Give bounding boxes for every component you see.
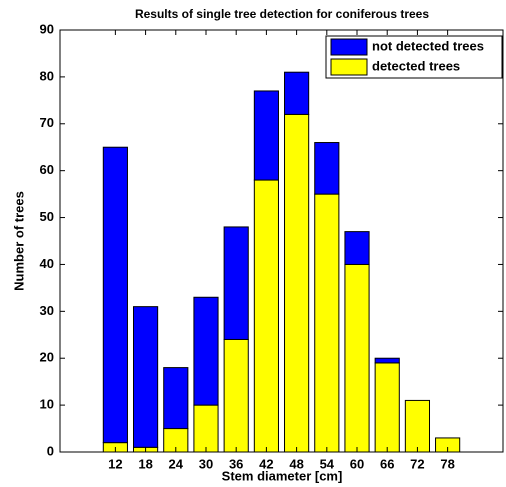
y-tick-label: 0 [47, 443, 54, 458]
y-tick-label: 60 [40, 162, 54, 177]
x-tick-label: 24 [169, 456, 184, 471]
bar [374, 357, 400, 364]
x-tick-label: 78 [440, 456, 454, 471]
x-tick-label: 54 [320, 456, 335, 471]
x-tick-label: 60 [350, 456, 364, 471]
y-tick-label: 90 [40, 21, 54, 36]
bar [404, 399, 431, 453]
legend-swatch [330, 58, 368, 76]
x-tick-label: 18 [138, 456, 152, 471]
bar [253, 90, 279, 181]
bar [193, 404, 219, 453]
x-tick-label: 30 [199, 456, 213, 471]
y-tick-label: 70 [40, 115, 54, 130]
x-tick-label: 36 [229, 456, 243, 471]
x-axis-label: Stem diameter [cm] [222, 468, 343, 483]
y-tick-label: 40 [40, 256, 54, 271]
bar [374, 362, 400, 453]
x-tick-label: 72 [410, 456, 424, 471]
bar [344, 231, 370, 265]
bar [284, 71, 310, 115]
legend-label: not detected trees [372, 38, 484, 53]
bar [163, 367, 189, 430]
bar [253, 179, 279, 453]
y-tick-label: 10 [40, 397, 54, 412]
bar [193, 296, 219, 406]
bar [314, 193, 340, 453]
y-tick-label: 80 [40, 68, 54, 83]
legend-swatch [330, 38, 368, 56]
chart-title: Results of single tree detection for con… [135, 7, 429, 21]
y-tick-label: 30 [40, 303, 54, 318]
x-tick-label: 42 [259, 456, 273, 471]
bar [344, 263, 370, 453]
y-tick-label: 20 [40, 350, 54, 365]
legend-label: detected trees [372, 58, 460, 73]
x-tick-label: 48 [289, 456, 303, 471]
bar [102, 146, 128, 444]
bar [223, 338, 249, 453]
y-tick-label: 50 [40, 209, 54, 224]
bar [314, 142, 340, 195]
bar [132, 306, 159, 448]
x-tick-label: 12 [108, 456, 122, 471]
bar [223, 226, 249, 340]
y-axis-label: Number of trees [11, 191, 26, 291]
bar [284, 113, 310, 453]
x-tick-label: 66 [380, 456, 394, 471]
